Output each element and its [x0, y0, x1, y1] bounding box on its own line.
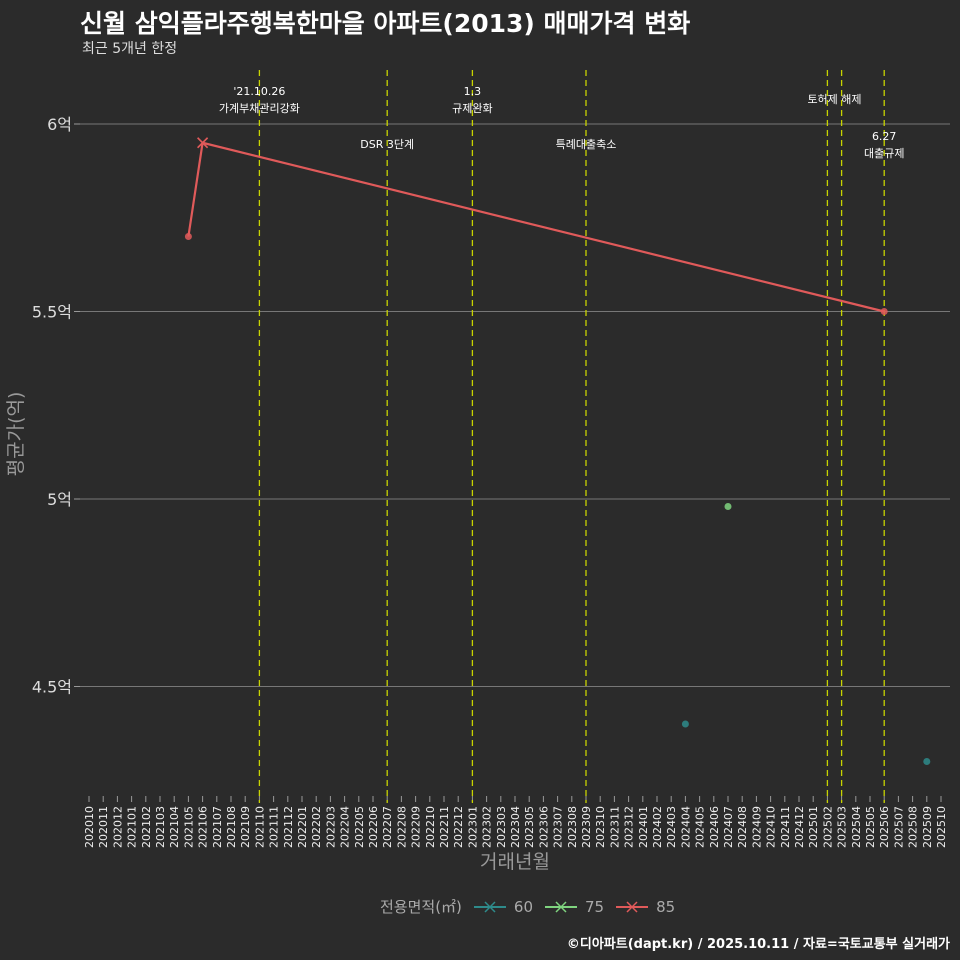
event-annotation: 가계부채관리강화 — [219, 102, 300, 115]
y-tick-label: 5.5억 — [32, 303, 72, 322]
legend-label: 75 — [585, 897, 605, 916]
x-tick-label: 202101 — [126, 806, 139, 848]
legend-item-75: 75 — [545, 898, 604, 916]
x-tick-label: 202112 — [282, 806, 295, 848]
x-tick-label: 202111 — [268, 806, 281, 848]
x-tick-label: 202205 — [353, 806, 366, 848]
x-tick-label: 202103 — [154, 806, 167, 848]
x-tick-label: 202302 — [481, 806, 494, 848]
x-tick-label: 202310 — [594, 806, 607, 848]
x-tick-label: 202206 — [367, 806, 380, 848]
x-tick-label: 202503 — [836, 806, 849, 848]
x-tick-label: 202507 — [892, 806, 905, 848]
y-tick-label: 4.5억 — [32, 678, 72, 697]
data-point-85 — [184, 233, 192, 240]
x-tick-label: 202305 — [523, 806, 536, 848]
x-tick-label: 202012 — [111, 806, 124, 848]
x-tick-label: 202201 — [296, 806, 309, 848]
event-annotation: '21.10.26 — [233, 85, 285, 98]
x-tick-label: 202509 — [921, 806, 934, 848]
chart-subtitle: 최근 5개년 한정 — [82, 41, 178, 57]
x-tick-label: 202403 — [665, 806, 678, 848]
y-tick-label: 5억 — [47, 490, 72, 509]
legend: 전용면적(㎡) 60 75 85 — [380, 896, 675, 917]
x-tick-label: 202102 — [140, 806, 153, 848]
x-tick-label: 202209 — [410, 806, 423, 848]
x-tick-label: 202108 — [225, 806, 238, 848]
x-tick-label: 202109 — [239, 806, 252, 848]
x-tick-label: 202412 — [793, 806, 806, 848]
x-tick-label: 202506 — [878, 806, 891, 848]
legend-key-icon — [545, 900, 577, 913]
legend-label: 60 — [513, 897, 533, 916]
x-tick-label: 202311 — [608, 806, 621, 848]
x-tick-label: 202204 — [339, 806, 352, 848]
event-annotation: 1.3 — [464, 85, 482, 98]
x-tick-label: 202406 — [708, 806, 721, 848]
event-annotation: DSR 3단계 — [360, 138, 414, 151]
x-tick-label: 202410 — [765, 806, 778, 848]
x-tick-label: 202408 — [736, 806, 749, 848]
data-point-85 — [880, 308, 888, 315]
x-tick-label: 202303 — [495, 806, 508, 848]
legend-label: 85 — [656, 897, 676, 916]
x-tick-label: 202510 — [935, 806, 948, 848]
x-tick-label: 202404 — [679, 806, 692, 848]
legend-key-icon — [473, 900, 506, 913]
data-point-60 — [923, 758, 931, 765]
x-tick-label: 202508 — [907, 806, 920, 848]
x-tick-label: 202307 — [552, 806, 565, 848]
x-tick-label: 202502 — [821, 806, 834, 848]
event-annotation: 대출규제 — [864, 147, 904, 160]
x-tick-label: 202107 — [211, 806, 224, 848]
x-tick-label: 202309 — [580, 806, 593, 848]
x-tick-label: 202401 — [637, 806, 650, 848]
x-tick-label: 202407 — [722, 806, 735, 848]
x-tick-label: 202304 — [509, 806, 522, 848]
legend-item-85: 85 — [616, 898, 675, 916]
event-annotation: 특례대출축소 — [556, 138, 617, 151]
x-tick-label: 202504 — [850, 806, 863, 848]
x-tick-label: 202211 — [438, 806, 451, 848]
data-point-60 — [681, 720, 689, 728]
x-tick-label: 202202 — [310, 806, 323, 848]
x-tick-label: 202110 — [253, 806, 266, 848]
x-tick-label: 202312 — [623, 806, 636, 848]
x-tick-label: 202301 — [466, 806, 479, 848]
x-tick-label: 202306 — [537, 806, 550, 848]
x-tick-label: 202409 — [750, 806, 763, 848]
data-point-75 — [724, 503, 732, 510]
x-tick-label: 202105 — [182, 806, 195, 848]
x-tick-label: 202505 — [864, 806, 877, 848]
legend-item-60: 60 — [473, 897, 533, 916]
chart-title: 신월 삼익플라주행복한마을 아파트(2013) 매매가격 변화 — [80, 9, 691, 38]
legend-title: 전용면적(㎡) — [380, 898, 462, 916]
x-tick-label: 202212 — [452, 806, 465, 848]
x-tick-label: 202104 — [168, 806, 181, 848]
x-tick-label: 202308 — [566, 806, 579, 848]
x-tick-label: 202106 — [197, 806, 210, 848]
x-tick-label: 202203 — [324, 806, 337, 848]
legend-key-icon — [616, 900, 649, 913]
x-tick-label: 202011 — [97, 806, 110, 848]
source-caption: ©디아파트(dapt.kr) / 2025.10.11 / 자료=국토교통부 실… — [566, 937, 950, 952]
data-point-85 — [197, 137, 209, 149]
x-tick-label: 202402 — [651, 806, 664, 848]
x-tick-label: 202010 — [83, 806, 96, 848]
y-tick-label: 6억 — [47, 115, 72, 134]
series-line-85 — [187, 141, 885, 313]
x-tick-label: 202411 — [779, 806, 792, 848]
x-tick-label: 202210 — [424, 806, 437, 848]
x-tick-label: 202208 — [395, 806, 408, 848]
x-axis-label: 거래년월 — [480, 851, 550, 873]
x-tick-label: 202501 — [807, 806, 820, 848]
event-annotation: 토허제 해제 — [807, 92, 861, 106]
y-axis-label: 평균가(억) — [5, 392, 27, 477]
x-tick-label: 202207 — [381, 806, 394, 848]
event-annotation: 규제완화 — [452, 102, 492, 115]
x-tick-label: 202405 — [694, 806, 707, 848]
event-annotation: 6.27 — [872, 130, 897, 143]
